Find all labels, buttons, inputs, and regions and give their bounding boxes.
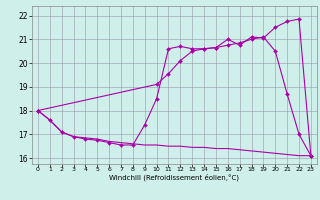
X-axis label: Windchill (Refroidissement éolien,°C): Windchill (Refroidissement éolien,°C) [109,174,239,181]
